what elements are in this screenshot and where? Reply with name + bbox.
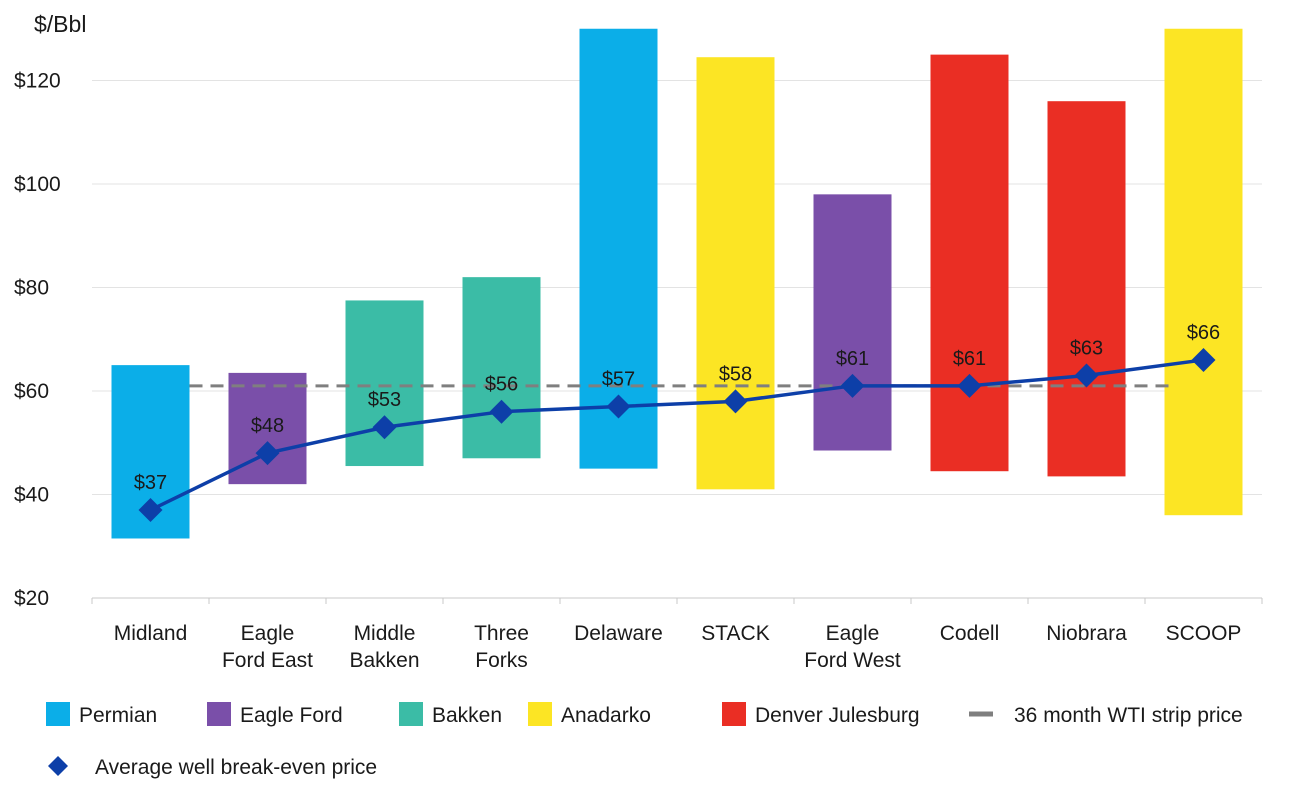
category-label-line: STACK bbox=[701, 622, 769, 645]
break-even-marker bbox=[1191, 347, 1216, 372]
category-label-line: Eagle bbox=[241, 622, 295, 645]
range-bar bbox=[462, 277, 541, 459]
legend-label: Bakken bbox=[432, 704, 502, 727]
category-label-line: Midland bbox=[114, 622, 188, 645]
legend-swatch bbox=[722, 702, 746, 726]
break-even-marker bbox=[372, 415, 397, 440]
category-label: Three Forks bbox=[474, 622, 529, 672]
legend-label: Average well break-even price bbox=[95, 756, 377, 779]
y-axis-ticks: $20 $40 $60 $80 $100 $120 bbox=[14, 70, 61, 611]
category-label: SCOOP bbox=[1166, 622, 1242, 645]
category-label: Middle Bakken bbox=[349, 622, 419, 672]
break-even-series: $37 $48 $53 $56 $57 $58 $61 $61 $63 $66 bbox=[134, 322, 1220, 523]
y-tick-label: $120 bbox=[14, 70, 61, 93]
category-label-line: Niobrara bbox=[1046, 622, 1127, 645]
range-bar bbox=[1047, 101, 1126, 477]
category-label: Delaware bbox=[574, 622, 663, 645]
data-label: $66 bbox=[1187, 322, 1220, 344]
break-even-marker bbox=[606, 394, 631, 419]
break-even-marker bbox=[138, 498, 163, 523]
category-label-line: Bakken bbox=[349, 649, 419, 672]
y-tick-label: $100 bbox=[14, 173, 61, 196]
category-label: Midland bbox=[114, 622, 188, 645]
break-even-marker bbox=[489, 399, 514, 424]
category-label: Niobrara bbox=[1046, 622, 1127, 645]
category-label-line: Codell bbox=[940, 622, 1000, 645]
break-even-line bbox=[149, 358, 1204, 512]
category-label-line: Middle bbox=[354, 622, 416, 645]
legend-label: Denver Julesburg bbox=[755, 704, 920, 727]
data-label: $56 bbox=[485, 374, 518, 396]
legend-swatch bbox=[528, 702, 552, 726]
category-label-line: Ford East bbox=[222, 649, 313, 672]
category-label: Eagle Ford East bbox=[222, 622, 313, 672]
y-tick-label: $60 bbox=[14, 380, 49, 403]
data-label: $57 bbox=[602, 369, 635, 391]
category-label-line: Three bbox=[474, 622, 529, 645]
category-label-line: Eagle bbox=[826, 622, 880, 645]
legend-swatch bbox=[207, 702, 231, 726]
category-label-line: Delaware bbox=[574, 622, 663, 645]
data-label: $58 bbox=[719, 363, 752, 385]
legend-label: Anadarko bbox=[561, 704, 651, 727]
data-label: $61 bbox=[836, 348, 869, 370]
break-even-marker bbox=[840, 373, 865, 398]
break-even-marker bbox=[1074, 363, 1099, 388]
category-label-line: Forks bbox=[475, 649, 528, 672]
break-even-marker bbox=[255, 441, 280, 466]
legend-label: 36 month WTI strip price bbox=[1014, 704, 1243, 727]
range-bar bbox=[1164, 28, 1243, 516]
data-label: $63 bbox=[1070, 337, 1103, 359]
legend-swatch bbox=[399, 702, 423, 726]
break-even-marker bbox=[957, 373, 982, 398]
break-even-marker bbox=[723, 389, 748, 414]
y-tick-label: $40 bbox=[14, 484, 49, 507]
legend-label: Eagle Ford bbox=[240, 704, 343, 727]
range-bars bbox=[111, 28, 1243, 539]
category-label-line: SCOOP bbox=[1166, 622, 1242, 645]
category-label: Eagle Ford West bbox=[804, 622, 901, 672]
y-axis-unit-label: $/Bbl bbox=[34, 11, 86, 37]
category-label: STACK bbox=[701, 622, 769, 645]
y-tick-label: $80 bbox=[14, 277, 49, 300]
legend-diamond bbox=[48, 756, 68, 776]
data-label: $37 bbox=[134, 472, 167, 494]
y-tick-label: $20 bbox=[14, 587, 49, 610]
legend: Permian Eagle Ford Bakken Anadarko Denver Ju… bbox=[46, 702, 1243, 779]
data-label: $61 bbox=[953, 348, 986, 370]
legend-swatch bbox=[46, 702, 70, 726]
range-bar bbox=[696, 57, 775, 490]
range-bar bbox=[930, 54, 1009, 472]
x-axis-categories: Midland Eagle Ford East Middle Bakken Three Fo… bbox=[114, 622, 1242, 672]
category-label: Codell bbox=[940, 622, 1000, 645]
data-label: $53 bbox=[368, 389, 401, 411]
range-bar bbox=[345, 300, 424, 467]
legend-label: Permian bbox=[79, 704, 157, 727]
range-bar bbox=[813, 194, 892, 451]
data-label: $48 bbox=[251, 415, 284, 437]
category-label-line: Ford West bbox=[804, 649, 901, 672]
